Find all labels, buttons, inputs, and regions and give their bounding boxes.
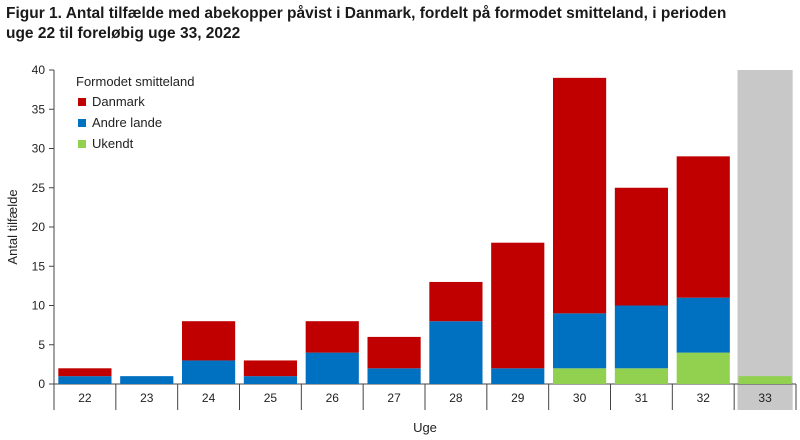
y-tick-label: 5: [38, 338, 45, 352]
x-tick-label: 33: [758, 391, 772, 405]
preliminary-week-shading: [737, 70, 793, 410]
x-tick-label: 22: [78, 391, 92, 405]
x-tick-label: 26: [326, 391, 340, 405]
y-tick-label: 0: [38, 377, 45, 391]
x-tick-label: 30: [573, 391, 587, 405]
bar-andre-lande-week-31: [614, 305, 669, 369]
legend-swatch-danmark: [78, 98, 86, 106]
legend-swatch-ukendt: [78, 140, 86, 148]
x-tick-label: 29: [511, 391, 525, 405]
legend-label-ukendt: Ukendt: [92, 136, 134, 151]
bar-ukendt-week-31: [614, 368, 669, 384]
legend-swatch-andre-lande: [78, 119, 86, 127]
x-tick-label: 31: [635, 391, 649, 405]
y-axis-title: Antal tilfælde: [5, 189, 20, 264]
bar-danmark-week-25: [243, 360, 298, 377]
x-tick-label: 23: [140, 391, 154, 405]
y-tick-label: 35: [32, 102, 46, 116]
x-tick-label: 27: [387, 391, 401, 405]
bar-andre-lande-week-27: [367, 368, 421, 384]
bar-andre-lande-week-26: [305, 352, 359, 384]
chart-title-line-2: uge 22 til foreløbig uge 33, 2022: [6, 25, 241, 42]
bar-andre-lande-week-28: [429, 321, 483, 384]
bar-ukendt-week-33: [738, 376, 792, 384]
x-tick-label: 24: [202, 391, 216, 405]
bar-danmark-week-27: [367, 336, 421, 369]
bar-andre-lande-week-24: [181, 360, 236, 384]
y-tick-label: 25: [32, 181, 46, 195]
bar-danmark-week-26: [305, 321, 359, 353]
bar-andre-lande-week-29: [491, 368, 545, 384]
chart-title: Figur 1. Antal tilfælde med abekopper på…: [6, 4, 796, 44]
bar-andre-lande-week-25: [243, 376, 298, 384]
bar-danmark-week-29: [491, 242, 545, 369]
legend-title: Formodet smitteland: [76, 74, 195, 89]
x-tick-label: 25: [264, 391, 278, 405]
bar-danmark-week-24: [181, 321, 236, 361]
bar-andre-lande-week-32: [676, 297, 730, 353]
bar-danmark-week-31: [614, 187, 669, 306]
bar-andre-lande-week-30: [552, 313, 607, 369]
bar-andre-lande-week-22: [58, 376, 112, 384]
y-tick-label: 40: [32, 63, 46, 77]
x-tick-label: 28: [449, 391, 463, 405]
x-tick-label: 32: [697, 391, 711, 405]
y-tick-label: 20: [32, 220, 46, 234]
bar-andre-lande-week-23: [120, 376, 174, 384]
bar-ukendt-week-30: [552, 368, 607, 384]
y-tick-label: 15: [32, 259, 46, 273]
chart-title-line-1: Figur 1. Antal tilfælde med abekopper på…: [6, 5, 727, 22]
bar-ukendt-week-32: [676, 352, 730, 384]
legend-label-andre-lande: Andre lande: [92, 115, 162, 130]
y-tick-label: 10: [32, 299, 46, 313]
bar-danmark-week-30: [552, 77, 607, 314]
bar-danmark-week-22: [58, 368, 112, 377]
bar-danmark-week-28: [429, 281, 483, 322]
bar-danmark-week-32: [676, 156, 730, 298]
y-tick-label: 30: [32, 142, 46, 156]
legend-label-danmark: Danmark: [92, 94, 145, 109]
x-axis-title: Uge: [413, 420, 437, 435]
